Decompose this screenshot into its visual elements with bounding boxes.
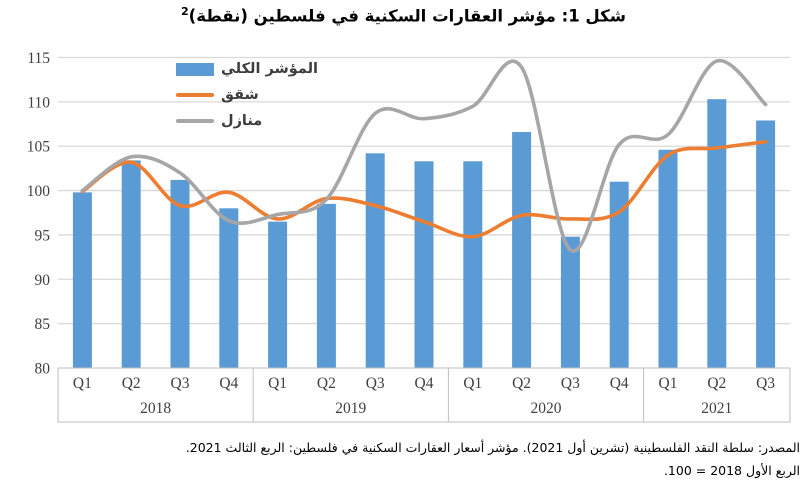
bar-overall-index-1 xyxy=(121,160,141,368)
bar-overall-index-0 xyxy=(72,192,92,368)
year-label-2018: 2018 xyxy=(140,400,171,417)
legend-label-overall-index: المؤشر الكلي xyxy=(221,60,318,77)
category-axis-box xyxy=(57,367,791,423)
quarter-label-4: Q1 xyxy=(268,375,287,392)
legend-label-apartments: شقق xyxy=(221,86,259,103)
y-tick-label-90: 90 xyxy=(35,272,51,289)
y-tick-label-100: 100 xyxy=(27,183,51,200)
quarter-label-8: Q1 xyxy=(463,375,482,392)
bar-overall-index-13 xyxy=(707,99,727,369)
y-tick-label-80: 80 xyxy=(35,361,51,378)
bar-overall-index-5 xyxy=(316,203,336,368)
quarter-label-1: Q2 xyxy=(122,375,141,392)
y-tick-label-105: 105 xyxy=(27,139,51,156)
year-label-2021: 2021 xyxy=(701,400,732,417)
source-note-line2: الربع الأول 2018 = 100. xyxy=(663,463,800,478)
chart-title: شكل 1: مؤشر العقارات السكنية في فلسطين (… xyxy=(0,5,807,26)
bar-overall-index-8 xyxy=(463,161,483,368)
quarter-label-6: Q3 xyxy=(366,375,385,392)
quarter-label-2: Q3 xyxy=(171,375,190,392)
bar-overall-index-11 xyxy=(609,181,629,368)
chart-legend: المؤشر الكلي شقق منازل xyxy=(176,56,318,134)
legend-swatch-overall-index xyxy=(176,62,214,76)
bar-overall-index-9 xyxy=(512,132,532,368)
chart-title-footnote-marker: 2 xyxy=(181,5,189,18)
bar-overall-index-4 xyxy=(268,221,288,368)
bar-overall-index-12 xyxy=(658,149,678,368)
bar-overall-index-3 xyxy=(219,208,239,368)
quarter-label-3: Q4 xyxy=(219,375,238,392)
line-apartments xyxy=(80,139,768,239)
quarter-label-7: Q4 xyxy=(415,375,434,392)
y-tick-label-110: 110 xyxy=(27,94,50,111)
quarter-label-10: Q3 xyxy=(561,375,580,392)
bar-overall-index-14 xyxy=(756,120,776,368)
quarter-label-13: Q2 xyxy=(707,375,726,392)
quarter-label-14: Q3 xyxy=(756,375,775,392)
combo-chart: 80 85 90 95 100 105 110 115 2018 2019 2020 2021 Q1 Q2… xyxy=(27,50,791,423)
source-note-line1: المصدر: سلطة النقد الفلسطينية (تشرين أول… xyxy=(185,440,800,455)
y-tick-label-95: 95 xyxy=(35,227,51,244)
legend-item-overall-index: المؤشر الكلي xyxy=(176,56,318,82)
quarter-label-12: Q1 xyxy=(659,375,678,392)
line-houses xyxy=(80,59,768,253)
legend-label-houses: منازل xyxy=(221,112,263,129)
legend-item-apartments: شقق xyxy=(176,82,318,108)
bar-overall-index-2 xyxy=(170,179,190,368)
y-tick-label-115: 115 xyxy=(27,50,50,67)
quarter-label-11: Q4 xyxy=(610,375,629,392)
quarter-label-0: Q1 xyxy=(73,375,92,392)
bar-overall-index-10 xyxy=(560,236,580,368)
legend-item-houses: منازل xyxy=(176,108,318,134)
quarter-label-9: Q2 xyxy=(512,375,531,392)
legend-swatch-houses xyxy=(176,119,214,123)
year-label-2020: 2020 xyxy=(531,400,562,417)
chart-title-text: شكل 1: مؤشر العقارات السكنية في فلسطين (… xyxy=(188,6,626,26)
source-note: المصدر: سلطة النقد الفلسطينية (تشرين أول… xyxy=(0,436,800,482)
quarter-label-5: Q2 xyxy=(317,375,336,392)
bar-overall-index-7 xyxy=(414,161,434,368)
bar-overall-index-6 xyxy=(365,153,385,368)
legend-swatch-apartments xyxy=(176,93,214,97)
year-label-2019: 2019 xyxy=(335,400,366,417)
y-tick-label-85: 85 xyxy=(35,316,51,333)
